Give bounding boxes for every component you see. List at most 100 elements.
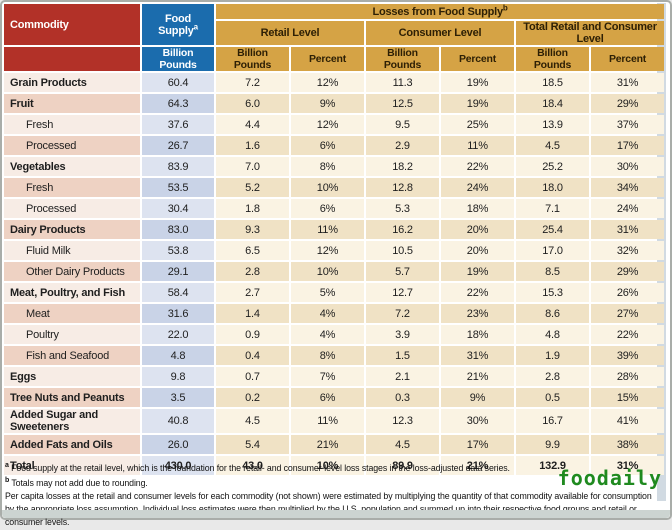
- loss-value-cell: 0.9: [216, 325, 289, 344]
- loss-value-cell: 9%: [291, 94, 364, 113]
- loss-value-cell: 43.0: [216, 456, 289, 475]
- loss-value-cell: 22%: [441, 157, 514, 176]
- loss-value-cell: 41%: [591, 409, 665, 433]
- loss-value-cell: 17%: [591, 136, 665, 155]
- loss-value-cell: 9.3: [216, 220, 289, 239]
- table-row: Fruit 64.3 6.0 9% 12.5 19% 18.4 29%: [4, 94, 665, 113]
- table-row: Other Dairy Products 29.1 2.8 10% 5.7 19% 8.5 2…: [4, 262, 665, 281]
- loss-value-cell: 8.6: [516, 304, 589, 323]
- table-row: Processed 26.7 1.6 6% 2.9 11% 4.5 17%: [4, 136, 665, 155]
- loss-value-cell: 17.0: [516, 241, 589, 260]
- commodity-cell: Dairy Products: [4, 220, 140, 239]
- loss-value-cell: 19%: [441, 94, 514, 113]
- loss-value-cell: 4.5: [216, 409, 289, 433]
- loss-value-cell: 0.2: [216, 388, 289, 407]
- loss-value-cell: 1.6: [216, 136, 289, 155]
- commodity-subheader-blank: [4, 47, 140, 71]
- loss-value-cell: 11%: [291, 409, 364, 433]
- loss-value-cell: 16.7: [516, 409, 589, 433]
- commodity-cell: Added Fats and Oils: [4, 435, 140, 454]
- loss-value-cell: 6%: [291, 199, 364, 218]
- loss-value-cell: 37%: [591, 115, 665, 134]
- loss-value-cell: 31%: [591, 456, 665, 475]
- group-header-consumer: Consumer Level: [366, 21, 514, 45]
- commodity-cell: Added Sugar and Sweeteners: [4, 409, 140, 433]
- table-row: Fluid Milk 53.8 6.5 12% 10.5 20% 17.0 32%: [4, 241, 665, 260]
- food-supply-cell: 64.3: [142, 94, 214, 113]
- food-supply-cell: 40.8: [142, 409, 214, 433]
- food-supply-cell: 22.0: [142, 325, 214, 344]
- loss-value-cell: 9.9: [516, 435, 589, 454]
- loss-value-cell: 2.8: [516, 367, 589, 386]
- loss-value-cell: 31%: [591, 220, 665, 239]
- loss-value-cell: 12.5: [366, 94, 439, 113]
- loss-value-cell: 2.1: [366, 367, 439, 386]
- loss-value-cell: 20%: [441, 241, 514, 260]
- subheader-retail-billion-pounds: Billion Pounds: [216, 47, 289, 71]
- loss-value-cell: 19%: [441, 262, 514, 281]
- loss-value-cell: 25%: [441, 115, 514, 134]
- food-supply-cell: 30.4: [142, 199, 214, 218]
- table-row: Fresh 37.6 4.4 12% 9.5 25% 13.9 37%: [4, 115, 665, 134]
- loss-value-cell: 8%: [291, 346, 364, 365]
- loss-value-cell: 2.8: [216, 262, 289, 281]
- loss-value-cell: 18.2: [366, 157, 439, 176]
- loss-value-cell: 18.5: [516, 73, 589, 92]
- commodity-cell: Vegetables: [4, 157, 140, 176]
- commodity-cell: Meat: [4, 304, 140, 323]
- loss-value-cell: 11%: [291, 220, 364, 239]
- loss-value-cell: 12%: [291, 241, 364, 260]
- loss-value-cell: 18%: [441, 199, 514, 218]
- loss-value-cell: 9.5: [366, 115, 439, 134]
- loss-value-cell: 3.9: [366, 325, 439, 344]
- commodity-cell: Total: [4, 456, 140, 475]
- loss-value-cell: 22%: [441, 283, 514, 302]
- loss-value-cell: 10%: [291, 456, 364, 475]
- losses-band-header: Losses from Food Supplyb: [216, 4, 665, 19]
- footnote-a: a Food supply at the retail level, which…: [5, 462, 510, 473]
- table-body: Grain Products 60.4 7.2 12% 11.3 19% 18.5 31% Fr…: [4, 73, 665, 475]
- bottom-frame-band: [2, 510, 670, 518]
- loss-value-cell: 1.4: [216, 304, 289, 323]
- loss-value-cell: 4.5: [366, 435, 439, 454]
- loss-value-cell: 5.2: [216, 178, 289, 197]
- commodity-cell: Grain Products: [4, 73, 140, 92]
- loss-value-cell: 6%: [291, 388, 364, 407]
- foodaily-watermark: foodaily: [557, 466, 662, 490]
- loss-value-cell: 0.5: [516, 388, 589, 407]
- loss-value-cell: 29%: [591, 94, 665, 113]
- loss-value-cell: 23%: [441, 304, 514, 323]
- loss-value-cell: 12.7: [366, 283, 439, 302]
- col-header-food-supply: Food Supplya: [142, 4, 214, 45]
- loss-value-cell: 9%: [441, 388, 514, 407]
- food-supply-cell: 31.6: [142, 304, 214, 323]
- loss-value-cell: 10%: [291, 178, 364, 197]
- loss-value-cell: 2.9: [366, 136, 439, 155]
- food-supply-cell: 83.9: [142, 157, 214, 176]
- loss-value-cell: 7.0: [216, 157, 289, 176]
- group-header-total: Total Retail and Consumer Level: [516, 21, 665, 45]
- loss-value-cell: 4.5: [516, 136, 589, 155]
- loss-value-cell: 34%: [591, 178, 665, 197]
- subheader-total-percent: Percent: [591, 47, 665, 71]
- loss-value-cell: 16.2: [366, 220, 439, 239]
- table-row: Dairy Products 83.0 9.3 11% 16.2 20% 25.4 31%: [4, 220, 665, 239]
- table-row: Meat 31.6 1.4 4% 7.2 23% 8.6 27%: [4, 304, 665, 323]
- loss-value-cell: 30%: [441, 409, 514, 433]
- loss-value-cell: 7.1: [516, 199, 589, 218]
- group-header-retail: Retail Level: [216, 21, 364, 45]
- loss-value-cell: 2.7: [216, 283, 289, 302]
- loss-value-cell: 5.4: [216, 435, 289, 454]
- commodity-cell: Fresh: [4, 115, 140, 134]
- loss-value-cell: 0.4: [216, 346, 289, 365]
- subheader-consumer-billion-pounds: Billion Pounds: [366, 47, 439, 71]
- loss-value-cell: 10.5: [366, 241, 439, 260]
- table-row: Fish and Seafood 4.8 0.4 8% 1.5 31% 1.9 39%: [4, 346, 665, 365]
- loss-value-cell: 29%: [591, 262, 665, 281]
- loss-value-cell: 5.7: [366, 262, 439, 281]
- subheader-total-billion-pounds: Billion Pounds: [516, 47, 589, 71]
- commodity-cell: Eggs: [4, 367, 140, 386]
- loss-value-cell: 30%: [591, 157, 665, 176]
- commodity-cell: Fluid Milk: [4, 241, 140, 260]
- table-row: Fresh 53.5 5.2 10% 12.8 24% 18.0 34%: [4, 178, 665, 197]
